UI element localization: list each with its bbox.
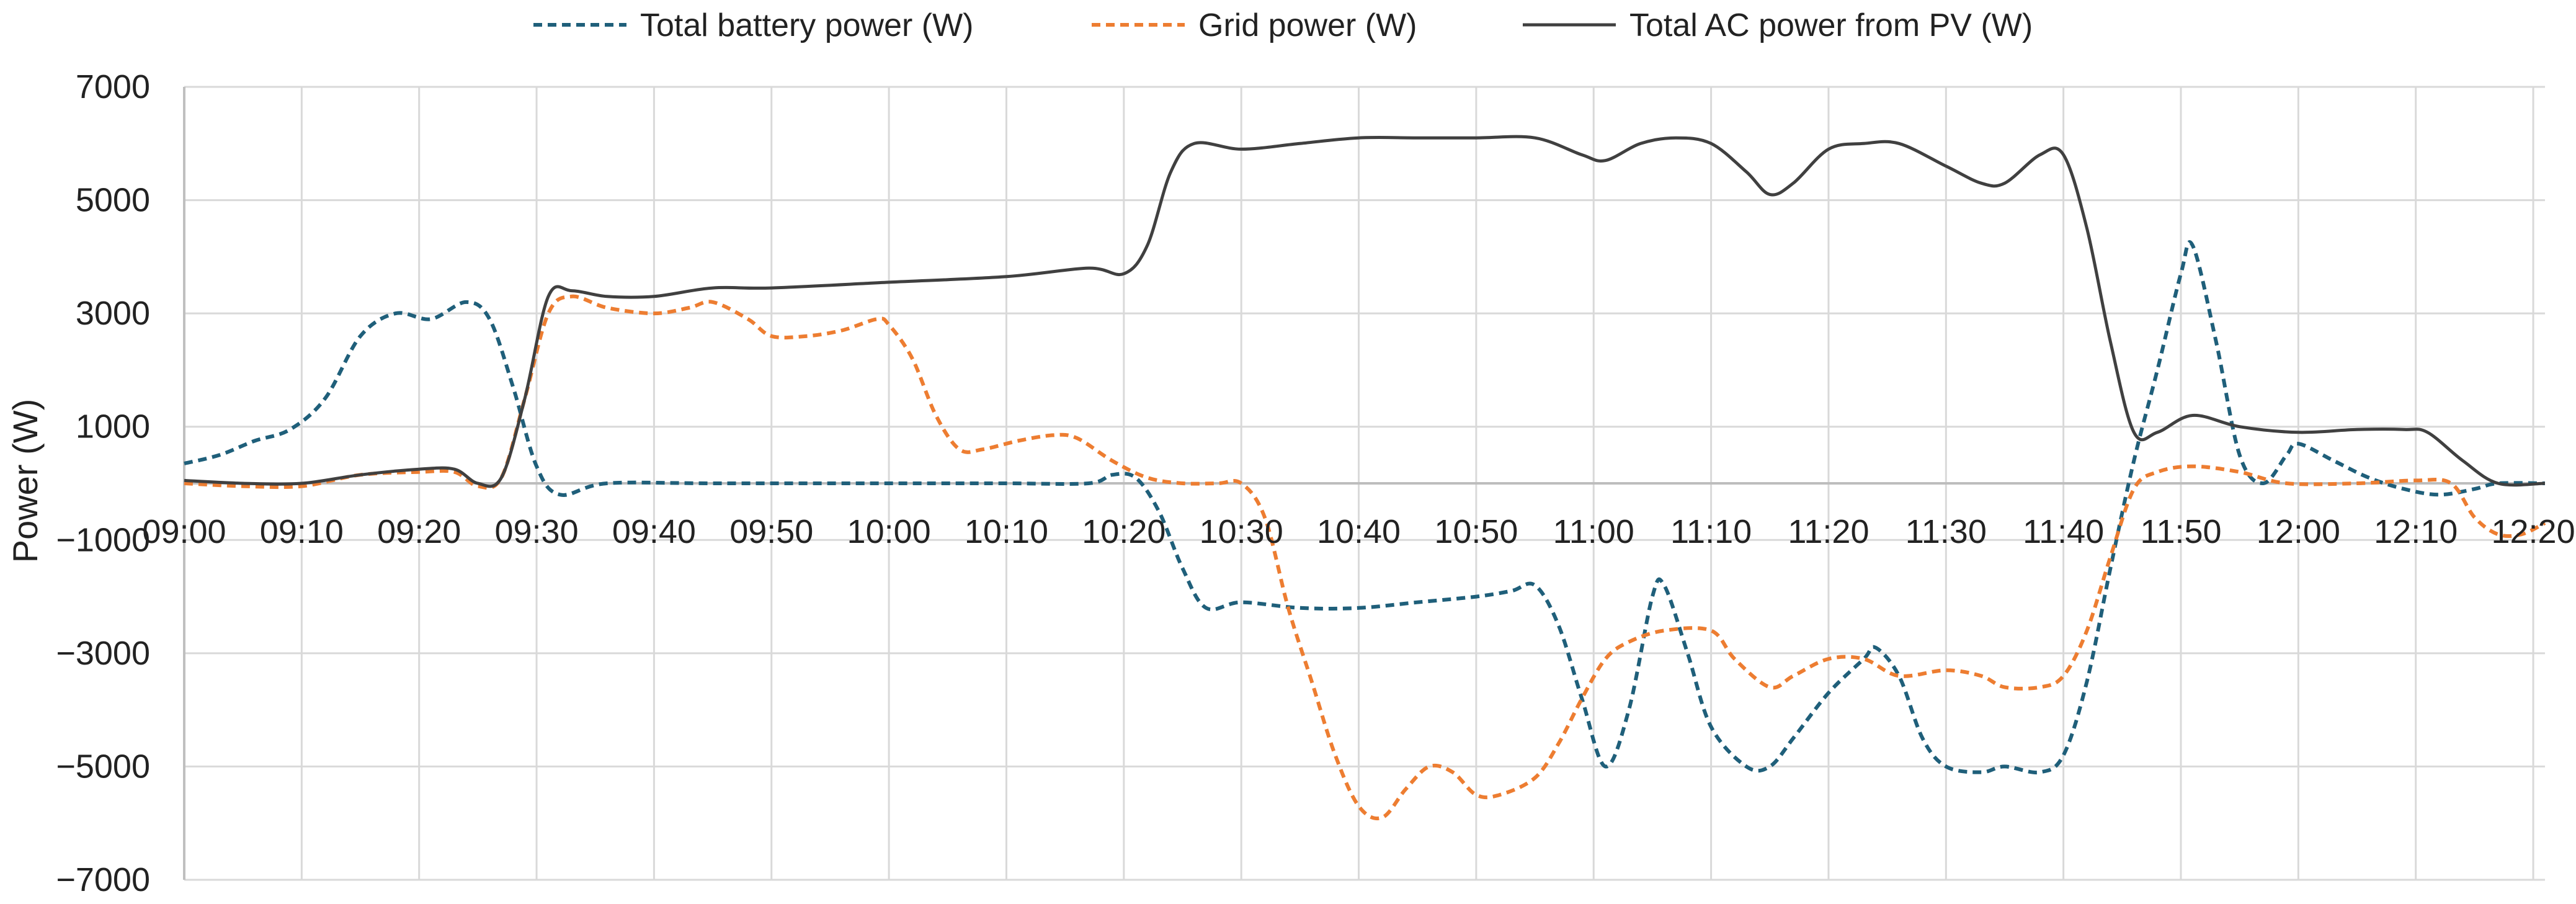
x-tick-label: 10:10 — [965, 513, 1048, 550]
y-tick-label: 1000 — [76, 408, 150, 445]
x-tick-label: 10:40 — [1317, 513, 1401, 550]
y-tick-label: −3000 — [56, 635, 150, 672]
x-tick-label: 11:40 — [2023, 513, 2104, 550]
tick-labels: 7000 5000 3000 1000 −1000 −3000 −5000 −7000 09:0… — [56, 68, 2575, 898]
x-tick-label: 09:30 — [494, 513, 578, 550]
y-tick-label: −7000 — [56, 861, 150, 898]
legend-label-total-ac-power-from-pv-w: Total AC power from PV (W) — [1629, 7, 2033, 43]
x-tick-label: 10:30 — [1200, 513, 1283, 550]
x-tick-label: 09:10 — [260, 513, 344, 550]
x-tick-label: 09:40 — [612, 513, 696, 550]
x-tick-label: 12:20 — [2491, 513, 2575, 550]
legend-label-grid-power-w: Grid power (W) — [1198, 7, 1417, 43]
x-tick-label: 09:00 — [142, 513, 226, 550]
x-tick-label: 12:00 — [2257, 513, 2340, 550]
y-tick-label: −5000 — [56, 748, 150, 785]
x-tick-label: 10:50 — [1434, 513, 1518, 550]
legend-label-total-battery-power-w: Total battery power (W) — [640, 7, 974, 43]
y-tick-label: 3000 — [76, 295, 150, 332]
x-tick-label: 11:50 — [2140, 513, 2221, 550]
x-tick-label: 10:20 — [1082, 513, 1165, 550]
axes — [183, 87, 2545, 880]
x-tick-label: 11:30 — [1905, 513, 1987, 550]
y-axis-title: Power (W) — [6, 399, 45, 563]
series-line-total-battery-power-w — [184, 240, 2546, 775]
x-tick-label: 11:10 — [1670, 513, 1752, 550]
x-tick-label: 11:00 — [1553, 513, 1634, 550]
x-tick-label: 09:50 — [729, 513, 813, 550]
legend: Total battery power (W) Grid power (W) Tot… — [533, 7, 2033, 43]
series-line-total-ac-power-from-pv-w — [184, 135, 2546, 488]
x-tick-label: 12:10 — [2374, 513, 2458, 550]
series-group — [184, 135, 2546, 821]
y-tick-label: −1000 — [56, 521, 150, 558]
x-tick-label: 09:20 — [377, 513, 461, 550]
y-tick-label: 7000 — [76, 68, 150, 105]
y-tick-label: 5000 — [76, 182, 150, 219]
series-line-grid-power-w — [184, 294, 2546, 821]
x-tick-label: 10:00 — [847, 513, 931, 550]
x-tick-label: 11:20 — [1788, 513, 1869, 550]
